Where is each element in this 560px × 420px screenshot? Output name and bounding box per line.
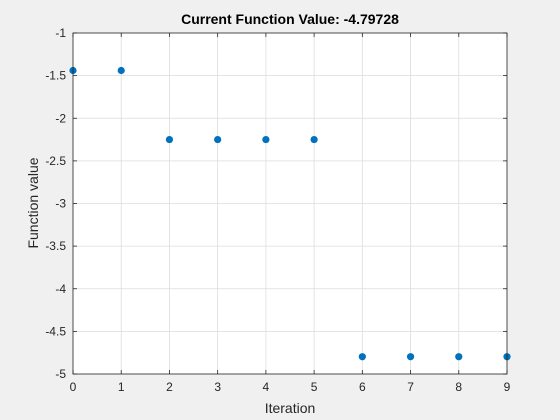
x-tick-label: 2 xyxy=(166,380,173,394)
y-tick-label: -2.5 xyxy=(45,154,66,168)
data-point xyxy=(117,66,125,75)
y-tick-label: -4 xyxy=(55,282,66,296)
x-tick-label: 1 xyxy=(118,380,125,394)
data-point xyxy=(214,135,222,144)
x-tick-label: 8 xyxy=(455,380,462,394)
data-point xyxy=(358,353,366,361)
data-point xyxy=(455,353,463,361)
y-tick-label: -1.5 xyxy=(45,69,66,83)
chart-title: Current Function Value: -4.79728 xyxy=(181,11,399,27)
data-point xyxy=(310,135,318,144)
x-axis-label: Iteration xyxy=(265,400,316,416)
x-tick-label: 7 xyxy=(407,380,414,394)
y-tick-label: -3 xyxy=(55,197,66,211)
data-point xyxy=(262,135,270,144)
y-tick-label: -1 xyxy=(55,26,66,40)
data-markers xyxy=(69,66,511,361)
y-tick-label: -3.5 xyxy=(45,239,66,253)
y-tick-label: -5 xyxy=(55,367,66,381)
y-tick-label: -4.5 xyxy=(45,324,66,338)
x-tick-label: 9 xyxy=(504,380,511,394)
x-tick-label: 0 xyxy=(70,380,77,394)
data-point xyxy=(406,353,415,361)
tick-labels: 0 1 2 3 4 5 6 7 8 9 -1 -1.5 -2 -2.5 -3 -3.5 -4 -4.5 -5 xyxy=(45,26,510,394)
x-tick-label: 4 xyxy=(263,380,270,394)
data-point xyxy=(165,135,174,144)
x-tick-label: 5 xyxy=(311,380,318,394)
x-tick-label: 6 xyxy=(359,380,366,394)
axis-ticks xyxy=(72,32,508,375)
y-tick-label: -2 xyxy=(55,111,66,125)
y-axis-label: Function value xyxy=(25,157,41,248)
x-tick-label: 3 xyxy=(214,380,221,394)
